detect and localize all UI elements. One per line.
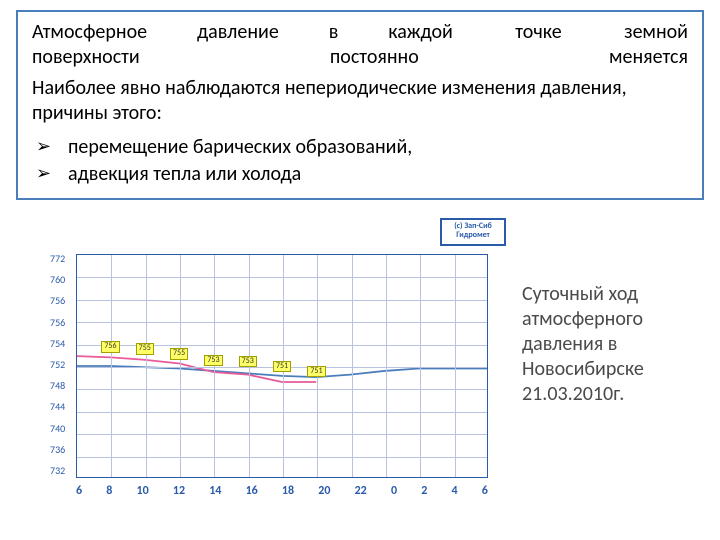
bullet-1: перемещение барических образований,: [32, 134, 688, 161]
x-axis-labels: 68101214161820220246: [76, 484, 488, 498]
value-label: 751: [307, 366, 325, 378]
pressure-chart: (с) Зап-Сиб Гидромет 7727607567567547527…: [16, 212, 516, 512]
y-axis-labels: 772760756756754752748744740736732: [50, 254, 65, 476]
content-row: (с) Зап-Сиб Гидромет 7727607567567547527…: [16, 212, 704, 512]
paragraph-1: Атмосферное давление в каждой точке земн…: [32, 20, 688, 70]
para1-line2: поверхности постоянно меняется: [32, 45, 688, 69]
para1-line1: Атмосферное давление в каждой точке земн…: [32, 20, 688, 44]
value-label: 753: [239, 356, 257, 368]
logo-line2: Гидромет: [456, 230, 490, 240]
paragraph-2: Наиболее явно наблюдаются непериодически…: [32, 76, 688, 126]
value-label: 753: [204, 355, 222, 367]
chart-logo: (с) Зап-Сиб Гидромет: [440, 218, 506, 246]
info-box: Атмосферное давление в каждой точке земн…: [16, 10, 704, 200]
bullet-list: перемещение барических образований, адве…: [32, 134, 688, 188]
plot-area: 756 755 755 753 753 751 751: [76, 254, 488, 478]
value-label: 755: [136, 343, 154, 355]
value-label: 755: [170, 348, 188, 360]
bullet-2: адвекция тепла или холода: [32, 161, 688, 188]
value-label: 756: [101, 341, 119, 353]
value-label: 751: [273, 361, 291, 373]
chart-caption: Суточный ход атмосферного давления в Нов…: [522, 212, 704, 407]
